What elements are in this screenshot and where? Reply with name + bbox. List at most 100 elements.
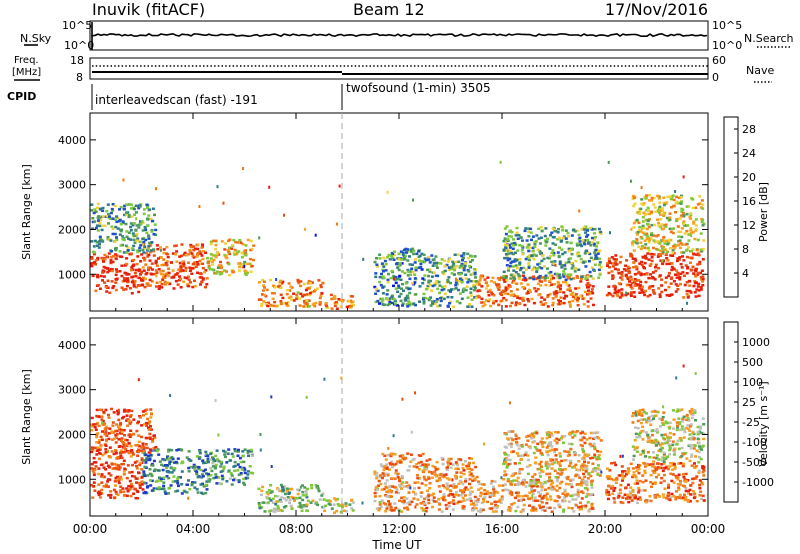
velocity-cell-10 <box>666 493 670 496</box>
power-cell-11 <box>646 208 650 211</box>
power-cell-7 <box>435 261 439 265</box>
velocity-cell-3 <box>145 446 149 450</box>
velocity-cell-0 <box>90 484 94 487</box>
power-cell-10 <box>667 285 671 289</box>
power-cell-6 <box>403 271 407 275</box>
power-cell-4 <box>298 297 301 300</box>
velocity-cell-9 <box>535 430 539 433</box>
velocity-cell-0 <box>106 464 110 467</box>
power-cell-11 <box>662 236 666 239</box>
velocity-cell-11 <box>689 411 693 415</box>
power-cell-8 <box>591 292 595 295</box>
velocity-cell-11 <box>696 432 700 436</box>
power-cell-1 <box>173 273 177 276</box>
power-cell-11 <box>701 224 705 227</box>
velocity-cell-6 <box>406 452 410 455</box>
velocity-cell-8 <box>548 495 552 498</box>
velocity-cell-0 <box>96 472 100 476</box>
velocity-cell-2 <box>218 482 222 485</box>
velocity-cell-7 <box>475 475 479 479</box>
power-cell-7 <box>433 284 437 287</box>
power-cell-3 <box>125 211 128 214</box>
velocity-cell-8 <box>544 488 547 491</box>
power-cell-11 <box>689 212 693 215</box>
velocity-cell-6 <box>405 506 409 509</box>
velocity-cell-9 <box>526 458 530 462</box>
power-cell-0 <box>132 263 136 266</box>
velocity-cell-8 <box>555 489 559 492</box>
power-cell-4 <box>289 295 293 298</box>
velocity-cell-11 <box>689 455 693 458</box>
velocity-cell-3 <box>121 416 124 420</box>
power-cell-6 <box>398 258 401 261</box>
velocity-cell-8 <box>521 509 525 513</box>
power-cell-3 <box>139 244 143 247</box>
velocity-cell-7 <box>428 458 432 461</box>
power-cell-10 <box>658 295 662 299</box>
power-cell-1 <box>199 283 202 286</box>
power-cell-6 <box>422 292 426 296</box>
power-cell-7 <box>438 291 441 295</box>
velocity-cell-7 <box>459 489 462 492</box>
velocity-cell-10 <box>662 466 666 470</box>
power-cell-6 <box>409 273 413 276</box>
velocity-cell-9 <box>578 438 582 442</box>
power-cell-11 <box>666 240 670 243</box>
power-cell-8 <box>572 277 576 280</box>
power-cell-11 <box>645 209 649 212</box>
velocity-cell-3 <box>111 424 115 427</box>
power-cell-9 <box>512 260 516 263</box>
power-cell-0 <box>131 275 135 278</box>
velocity-cell-4 <box>267 497 271 500</box>
power-cell-0 <box>135 262 139 266</box>
power-cell-3 <box>101 240 105 243</box>
velocity-cell-9 <box>538 471 542 475</box>
power-cell-3 <box>133 234 137 238</box>
velocity-cell-9 <box>581 448 585 451</box>
power-cell-11 <box>657 211 661 214</box>
power-cell-6 <box>409 270 413 273</box>
power-cell-9 <box>528 254 531 257</box>
power-cell-11 <box>642 227 646 230</box>
velocity-cell-9 <box>508 480 512 483</box>
power-cell-9 <box>502 274 506 278</box>
power-cell-4 <box>298 304 302 307</box>
velocity-cell-10 <box>684 495 688 499</box>
power-cell-9 <box>594 257 597 260</box>
power-cell-0 <box>139 273 142 276</box>
velocity-cell-4 <box>285 487 289 490</box>
power-cell-8 <box>529 290 532 294</box>
power-cell-3 <box>96 206 99 210</box>
velocity-cell-9 <box>596 467 600 470</box>
velocity-cell-9 <box>502 462 506 466</box>
power-cell-1 <box>181 269 185 272</box>
velocity-cell-8 <box>482 497 486 501</box>
power-cell-9 <box>580 244 584 248</box>
velocity-cell-8 <box>522 503 526 507</box>
power-cell-11 <box>650 223 654 227</box>
power-cell-8 <box>579 280 583 283</box>
velocity-cell-7 <box>434 500 438 503</box>
power-cell-0 <box>137 290 141 294</box>
velocity-cell-0 <box>102 485 106 488</box>
power-cell-7 <box>446 260 450 263</box>
velocity-cell-6 <box>375 488 379 492</box>
velocity-cell-9 <box>544 481 548 484</box>
velocity-cell-9 <box>582 472 585 476</box>
velocity-cell-7 <box>425 496 429 499</box>
power-cell-11 <box>693 237 697 241</box>
power-cell-11 <box>666 250 669 253</box>
velocity-cell-0 <box>115 457 119 460</box>
power-cell-1 <box>174 253 178 256</box>
power-cell-4 <box>261 289 265 292</box>
power-cell-9 <box>518 263 522 267</box>
power-cell-11 <box>637 229 641 232</box>
velocity-cell-8 <box>557 503 561 506</box>
power-cell-2 <box>240 251 244 255</box>
velocity-cell-2 <box>212 459 216 463</box>
power-cell-3 <box>142 212 146 216</box>
velocity-cell-9 <box>550 445 554 448</box>
power-cell-2 <box>217 253 221 256</box>
velocity-cell-10 <box>650 485 653 488</box>
power-cell-10 <box>618 261 622 264</box>
